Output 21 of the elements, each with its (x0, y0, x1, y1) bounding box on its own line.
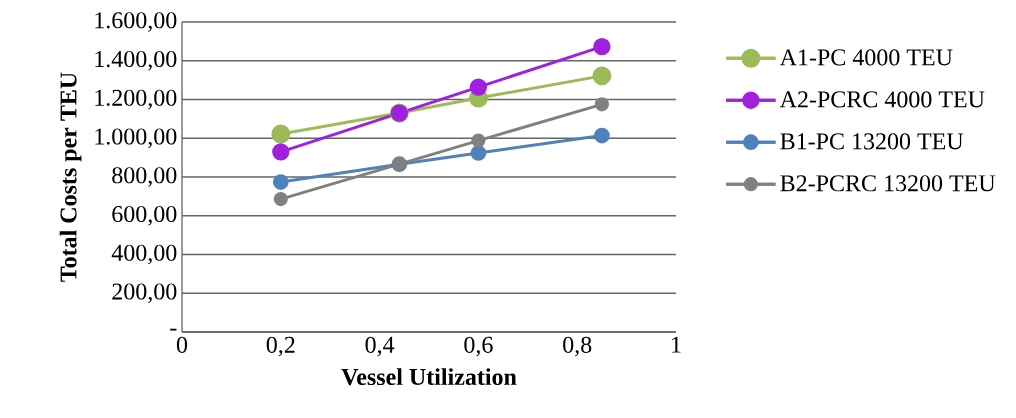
x-tick-label: 0,8 (563, 336, 592, 357)
y-tick-label: - (170, 328, 177, 331)
x-tick-label: 0,4 (365, 336, 395, 357)
y-tick-label: 600,00 (112, 205, 177, 226)
legend-label: A1-PC 4000 TEU (779, 49, 953, 66)
y-tick-label: 200,00 (112, 283, 177, 304)
x-tick-label: 0,2 (266, 336, 295, 357)
y-axis-title: Total Costs per TEU (59, 72, 82, 282)
x-tick-label: 1 (672, 336, 681, 353)
y-tick-label: 1.000,00 (95, 128, 177, 149)
x-tick-label: 0 (176, 336, 188, 353)
legend-label: B2-PCRC 13200 TEU (780, 175, 996, 192)
legend-label: A2-PCRC 4000 TEU (779, 91, 985, 108)
y-tick-label: 400,00 (111, 244, 177, 265)
y-tick-label: 1.600,00 (95, 12, 177, 32)
y-tick-label: 800,00 (112, 167, 177, 187)
x-axis-title: Vessel Utilization (341, 368, 517, 386)
y-tick-label: 1.400,00 (95, 50, 177, 71)
y-tick-label: 1.200,00 (95, 89, 177, 110)
x-tick-label: 0,6 (464, 336, 493, 357)
legend-label: B1-PC 13200 TEU (780, 133, 964, 150)
